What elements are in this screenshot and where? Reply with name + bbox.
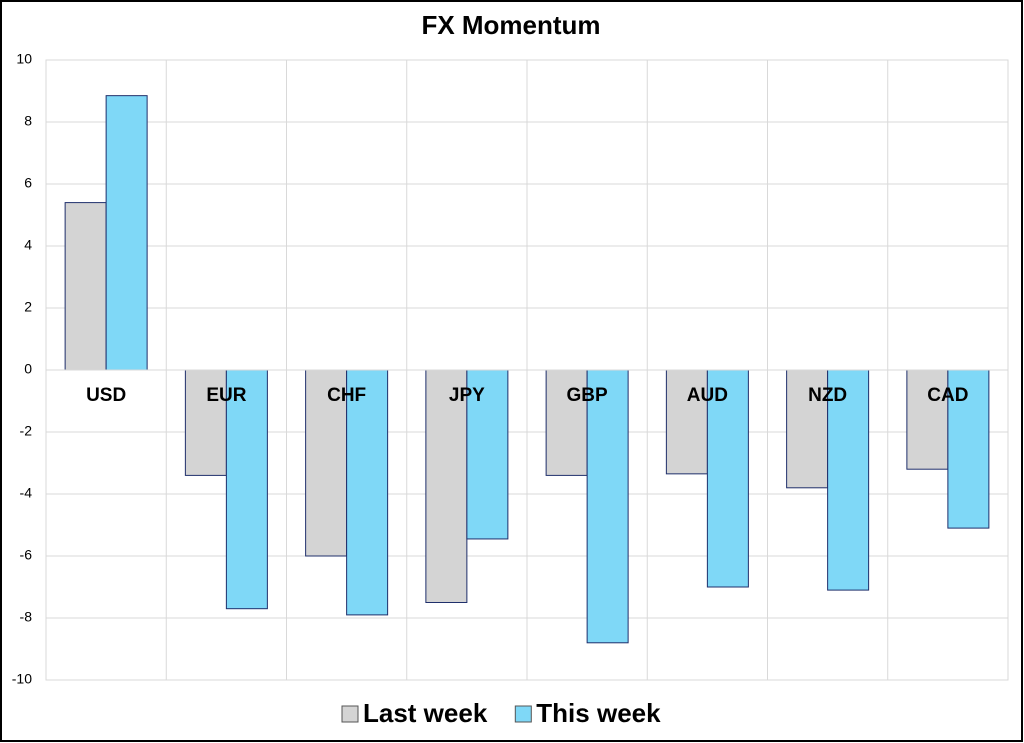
y-tick-label: 0: [24, 361, 32, 377]
legend-swatch: [341, 705, 359, 723]
x-tick-label: EUR: [206, 385, 246, 406]
bar: [425, 369, 468, 603]
bar: [64, 202, 107, 371]
x-tick-label: CHF: [327, 385, 366, 406]
y-tick-label: 4: [24, 237, 32, 253]
bar: [906, 369, 949, 470]
x-tick-label: GBP: [567, 385, 609, 406]
y-tick-label: -2: [20, 423, 33, 439]
y-tick-label: 6: [24, 175, 32, 191]
y-tick-label: -10: [12, 671, 32, 687]
bar: [586, 369, 629, 644]
bar: [545, 369, 588, 476]
bar: [466, 369, 509, 540]
x-tick-label: JPY: [449, 385, 485, 406]
y-tick-label: -4: [20, 485, 33, 501]
y-tick-label: -6: [20, 547, 33, 563]
legend-label: Last week: [363, 698, 488, 728]
bar: [947, 369, 990, 529]
y-tick-label: 10: [16, 51, 32, 67]
bar: [346, 369, 389, 616]
chart-title: FX Momentum: [421, 10, 600, 40]
y-tick-label: -8: [20, 609, 33, 625]
x-tick-label: NZD: [808, 385, 847, 406]
x-tick-label: USD: [86, 385, 126, 406]
bar: [706, 369, 749, 588]
bar: [105, 95, 148, 371]
legend-label: This week: [536, 698, 661, 728]
y-tick-label: 8: [24, 113, 32, 129]
y-tick-label: 2: [24, 299, 32, 315]
x-tick-label: CAD: [927, 385, 968, 406]
bar: [827, 369, 870, 591]
x-tick-label: AUD: [687, 385, 728, 406]
bar: [225, 369, 268, 610]
legend-swatch: [514, 705, 532, 723]
